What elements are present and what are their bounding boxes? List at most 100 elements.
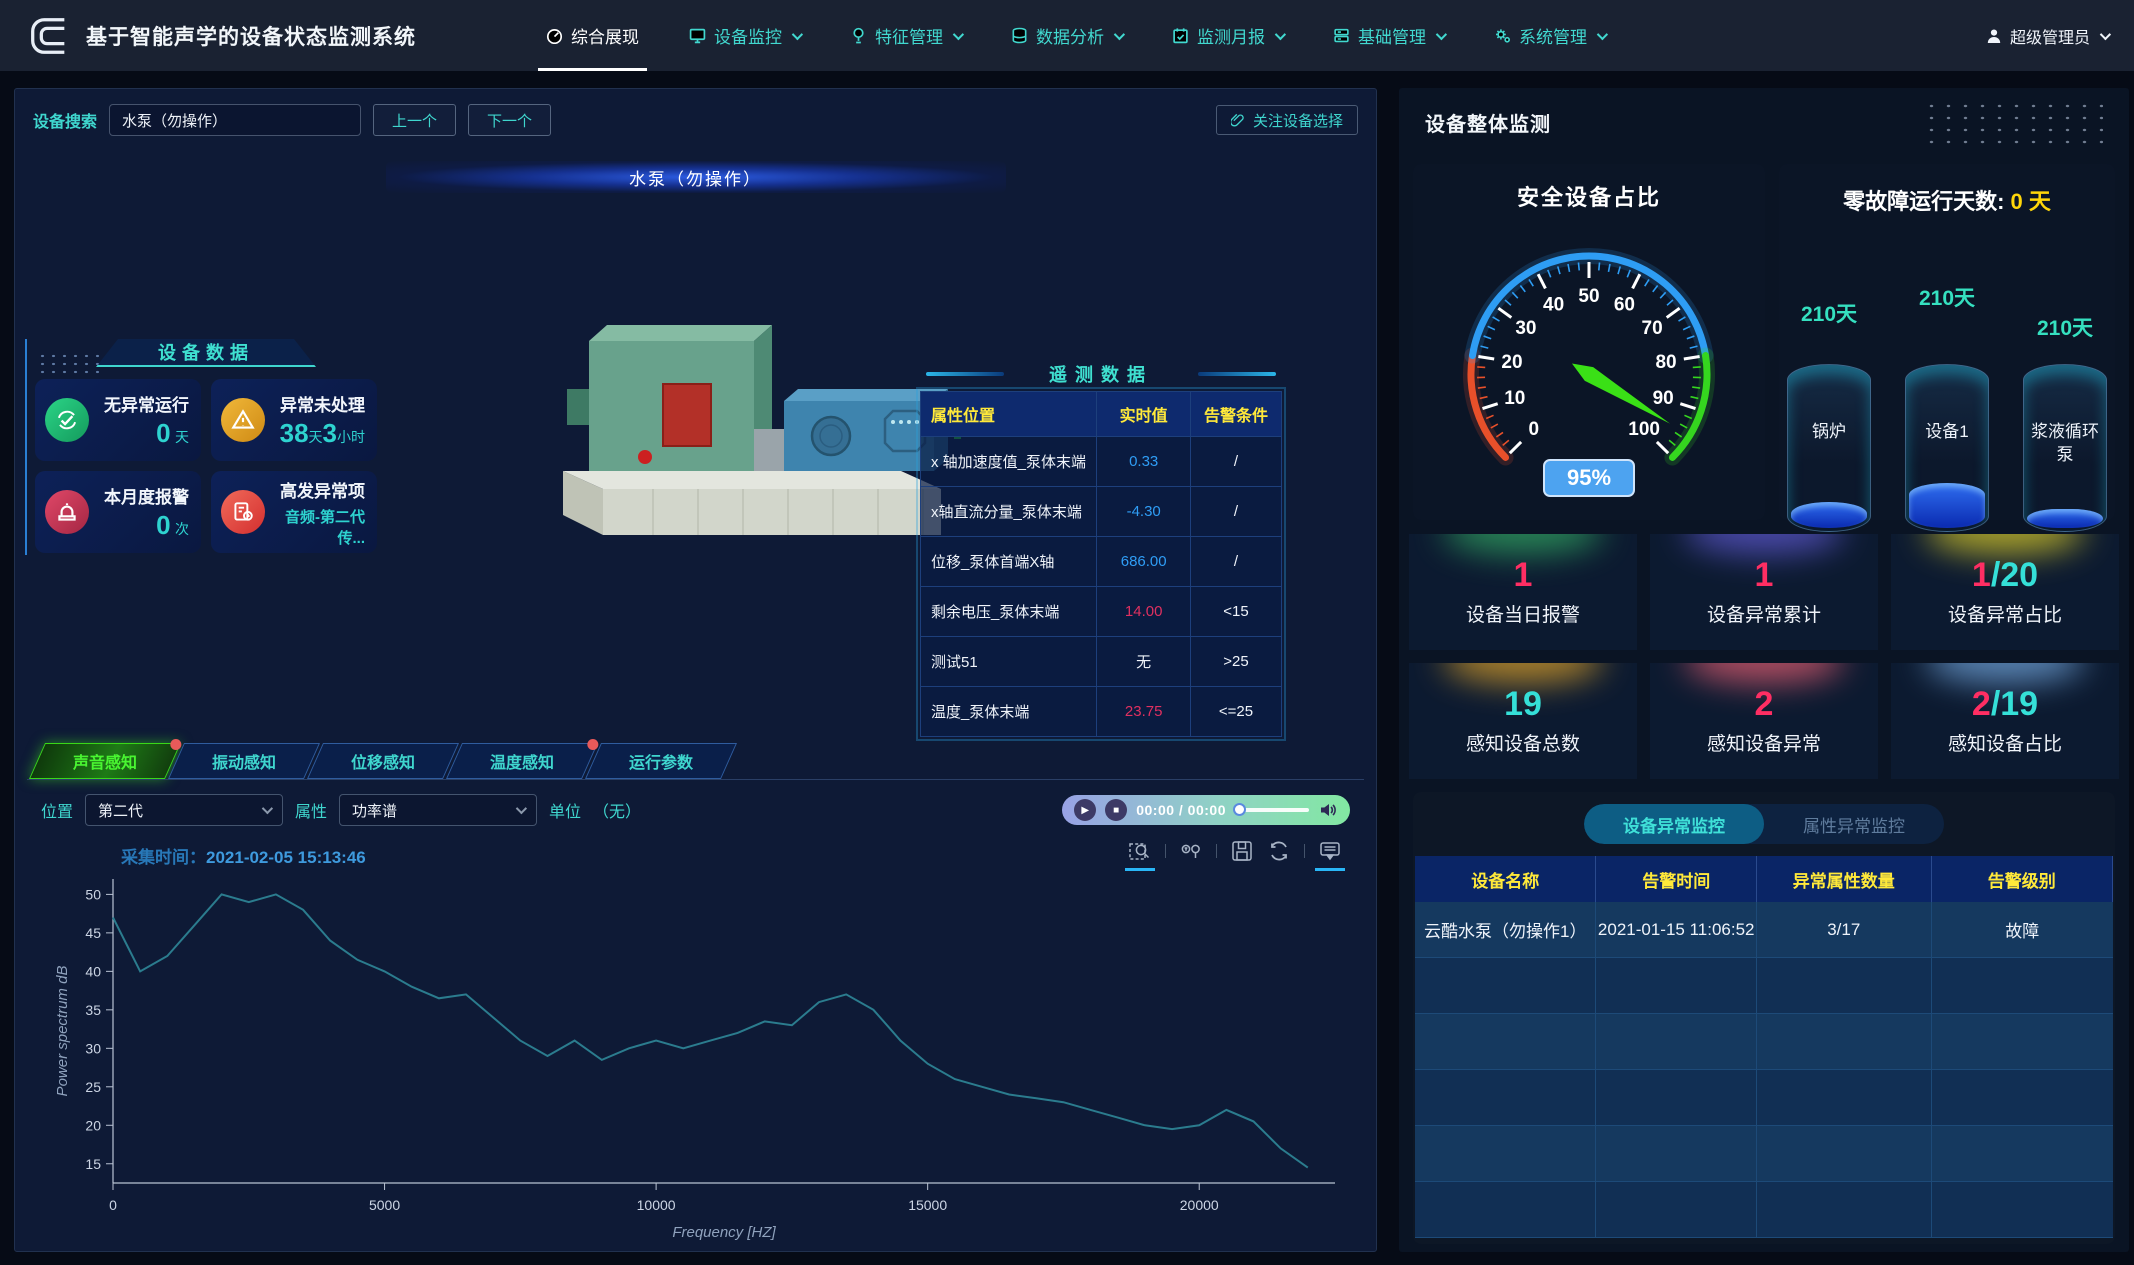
svg-text:60: 60 (1614, 295, 1635, 316)
report-clock-icon (221, 490, 265, 534)
monitor-icon (689, 27, 706, 44)
device-search-input[interactable] (109, 104, 361, 136)
kpi-anomaly-total: 1 设备异常累计 (1650, 534, 1878, 650)
dashboard-icon (546, 27, 563, 44)
user-menu[interactable]: 超级管理员 (1986, 24, 2108, 48)
tab-vibration[interactable]: 振动感知 (168, 743, 320, 779)
cylinder-days: 210天 (1787, 298, 1871, 328)
telemetry-table: 属性位置 实时值 告警条件 x 轴加速度值_泵体末端 0.33 / x轴直流分量… (920, 391, 1282, 737)
zero-fault-card: 零故障运行天数: 0 天 210天 锅炉 210天 设备1 210天 浆液循环泵 (1779, 164, 2115, 520)
cylinder-device1: 210天 设备1 (1905, 276, 1989, 532)
tab-temperature[interactable]: 温度感知 (446, 743, 598, 779)
stat-card-month-alarms: 本月度报警 0 次 (35, 471, 201, 553)
stat-label: 无异常运行 (97, 391, 189, 416)
attr-name: x 轴加速度值_泵体末端 (921, 437, 1097, 486)
cylinder-tube: 锅炉 (1787, 364, 1871, 532)
device-data-title: 设备数据 (96, 339, 316, 367)
svg-text:90: 90 (1653, 388, 1674, 409)
tab-label: 声音感知 (73, 749, 137, 773)
nav-item-feature-mgmt[interactable]: 特征管理 (850, 0, 961, 71)
attr-value: 14.00 (1097, 587, 1191, 636)
alarm-monitor-card: 设备异常监控 属性异常监控 设备名称 告警时间 异常属性数量 告警级别 云酷水泵… (1413, 792, 2115, 1244)
zoom-icon[interactable] (1128, 839, 1152, 863)
svg-text:30: 30 (1515, 318, 1536, 339)
tab-sound[interactable]: 声音感知 (29, 743, 181, 779)
kpi-label: 感知设备总数 (1466, 729, 1580, 756)
nav-item-basic-mgmt[interactable]: 基础管理 (1333, 0, 1444, 71)
telemetry-row: 位移_泵体首端X轴 686.00 / (921, 537, 1281, 587)
column-header: 告警条件 (1191, 392, 1281, 436)
attribute-value: 功率谱 (352, 800, 397, 821)
telemetry-row: 测试51 无 >25 (921, 637, 1281, 687)
paperclip-icon (1231, 113, 1245, 127)
nav-item-data-analysis[interactable]: 数据分析 (1011, 0, 1122, 71)
attr-name: 剩余电压_泵体末端 (921, 587, 1097, 636)
volume-icon[interactable] (1318, 800, 1338, 820)
tab-device-anomaly[interactable]: 设备异常监控 (1584, 804, 1764, 844)
tab-label: 温度感知 (490, 749, 554, 773)
attr-value: 23.75 (1097, 687, 1191, 736)
telemetry-title: 遥测数据 (920, 361, 1282, 387)
nav-item-overview[interactable]: 综合展现 (546, 0, 639, 71)
nav-item-label: 特征管理 (875, 23, 943, 48)
zoom-reset-icon[interactable] (1179, 839, 1203, 863)
kpi-label: 设备异常占比 (1948, 600, 2062, 627)
play-button[interactable]: ▶ (1074, 799, 1096, 821)
machine-3d-model (493, 289, 963, 539)
cylinder-liquid (1909, 483, 1985, 528)
position-select[interactable]: 第二代 (85, 794, 283, 826)
alarm-row[interactable]: 云酷水泵（勿操作1） 2021-01-15 11:06:52 3/17 故障 (1415, 902, 2113, 958)
overview-title: 设备整体监测 (1425, 108, 1551, 137)
stat-value: 38 (280, 418, 309, 448)
controls-row: 位置 第二代 属性 功率谱 单位 （无） ▶ ■ 00:00 / 00:00 (41, 791, 1350, 829)
svg-text:95%: 95% (1567, 465, 1611, 490)
alarm-time: 2021-01-15 11:06:52 (1596, 902, 1757, 957)
dataview-icon[interactable] (1318, 839, 1342, 863)
user-icon (1986, 28, 2002, 44)
tab-displacement[interactable]: 位移感知 (307, 743, 459, 779)
stop-button[interactable]: ■ (1105, 799, 1127, 821)
seek-thumb[interactable] (1233, 803, 1246, 816)
refresh-icon[interactable] (1267, 839, 1291, 863)
left-panel: 设备搜索 上一个 下一个 关注设备选择 水泵（勿操作） (14, 88, 1377, 1252)
stat-unit: 次 (175, 521, 189, 537)
nav-item-system-mgmt[interactable]: 系统管理 (1494, 0, 1605, 71)
attr-name: x轴直流分量_泵体末端 (921, 487, 1097, 536)
device-search-label: 设备搜索 (33, 108, 97, 132)
svg-text:10: 10 (1504, 388, 1525, 409)
tab-label: 运行参数 (629, 749, 693, 773)
cylinder-label: 浆液循环泵 (2024, 421, 2106, 467)
kpi-sensor-ratio: 2/19 感知设备占比 (1891, 663, 2119, 779)
tab-run-params[interactable]: 运行参数 (585, 743, 737, 779)
stat-unit: 天 (175, 429, 189, 445)
alarm-condition: <15 (1191, 587, 1281, 636)
focus-device-button[interactable]: 关注设备选择 (1216, 105, 1358, 135)
cylinder-days: 210天 (1905, 282, 1989, 312)
svg-text:70: 70 (1642, 318, 1663, 339)
nav-item-label: 数据分析 (1036, 23, 1104, 48)
svg-text:40: 40 (1543, 295, 1564, 316)
svg-text:50: 50 (85, 886, 101, 902)
tab-attribute-anomaly[interactable]: 属性异常监控 (1764, 804, 1944, 844)
seek-slider[interactable] (1235, 808, 1309, 812)
brand: 基于智能声学的设备状态监测系统 (26, 13, 416, 59)
attr-name: 测试51 (921, 637, 1097, 686)
alarm-header-row: 设备名称 告警时间 异常属性数量 告警级别 (1415, 856, 2113, 902)
svg-text:10000: 10000 (637, 1197, 676, 1213)
database-icon (1011, 27, 1028, 44)
zero-fault-unit: 天 (2029, 189, 2051, 214)
nav-item-monthly-report[interactable]: 监测月报 (1172, 0, 1283, 71)
nav-item-device-monitor[interactable]: 设备监控 (689, 0, 800, 71)
bulb-icon (850, 27, 867, 44)
kpi-value: 1 (1514, 556, 1533, 594)
save-icon[interactable] (1230, 839, 1254, 863)
next-device-button[interactable]: 下一个 (468, 104, 551, 136)
attribute-select[interactable]: 功率谱 (339, 794, 537, 826)
zero-fault-title: 零故障运行天数: 0 天 (1779, 164, 2115, 216)
kpi-label: 设备异常累计 (1707, 600, 1821, 627)
prev-device-button[interactable]: 上一个 (373, 104, 456, 136)
kpi-value: 1 (1972, 556, 1991, 594)
alarm-tabs: 设备异常监控 属性异常监控 (1584, 804, 1944, 844)
zero-fault-value: 0 (2011, 189, 2023, 214)
svg-text:Frequency [HZ]: Frequency [HZ] (672, 1224, 776, 1241)
